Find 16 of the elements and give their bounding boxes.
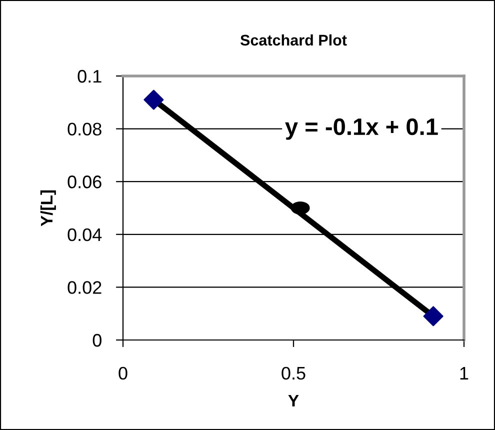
y-axis-title: Y/[L] [40, 190, 56, 226]
point [144, 90, 164, 110]
x-tick-label: 1 [460, 367, 468, 380]
y-tick-label: 0 [92, 334, 102, 347]
annotation: y = -0.1x + 0.1 [285, 118, 438, 140]
y-tick-label: 0.04 [68, 228, 102, 242]
point [423, 306, 444, 326]
point [290, 201, 310, 215]
x-tick-label: 0.5 [282, 366, 306, 380]
y-tick-label: 0.02 [68, 281, 102, 294]
y-tick-label: 0.08 [68, 122, 102, 136]
y-tick-label: 0.1 [78, 70, 102, 83]
chart-title: Scatchard Plot [240, 34, 347, 46]
x-axis-title: Y [288, 394, 299, 406]
y-tick-label: 0.06 [68, 176, 102, 188]
x-tick-label: 0 [118, 366, 128, 380]
